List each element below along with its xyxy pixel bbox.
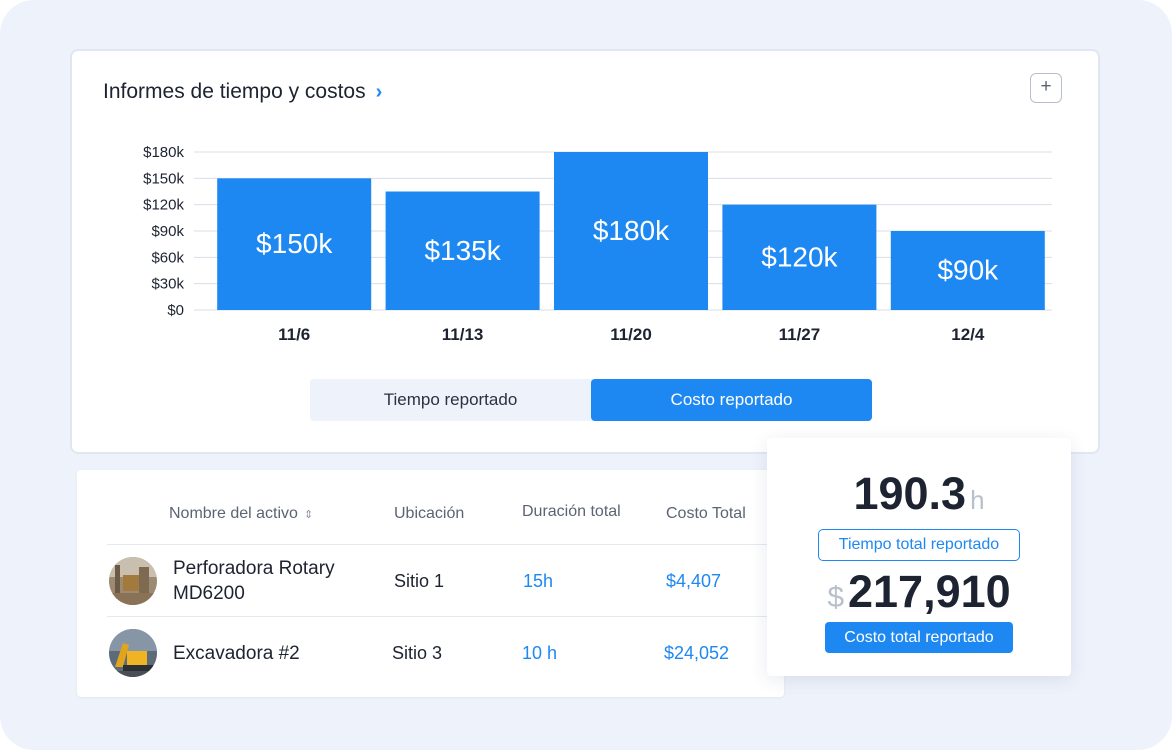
add-button[interactable]: + (1030, 73, 1062, 103)
y-tick-label: $60k (151, 249, 184, 266)
asset-location: Sitio 3 (392, 643, 443, 663)
asset-duration[interactable]: 10 h (522, 643, 558, 663)
bar-value-label: $90k (937, 255, 999, 286)
asset-name: Excavadora #2 (173, 643, 300, 664)
column-header-name-label: Nombre del activo (169, 505, 298, 522)
sort-icon[interactable]: ⇕ (303, 509, 314, 521)
column-header-duration[interactable]: Duración total (522, 503, 621, 520)
asset-avatar (109, 557, 157, 605)
total-hours-label: Tiempo total reportado (818, 529, 1020, 561)
y-tick-label: $30k (151, 276, 184, 293)
column-header-cost[interactable]: Costo Total (666, 505, 746, 522)
row-divider (107, 544, 784, 545)
cost-bar-chart: $0 $30k $60k $90k $120k $150k $180k $150k 11/6 $1… (143, 144, 1052, 344)
total-hours-value: 190.3 (853, 468, 967, 519)
bar-value-label: $150k (256, 228, 333, 259)
x-tick-label: 11/6 (278, 325, 310, 344)
y-tick-label: $180k (143, 144, 184, 161)
report-title-link[interactable]: Informes de tiempo y costos › (103, 80, 382, 104)
report-title: Informes de tiempo y costos (103, 80, 366, 103)
summary-card: 190.3 h Tiempo total reportado $217,910 C… (767, 438, 1071, 676)
bar (385, 191, 540, 310)
asset-cost[interactable]: $24,052 (664, 643, 730, 663)
currency-symbol: $ (827, 581, 844, 614)
x-tick-label: 11/13 (442, 325, 484, 344)
total-cost-value: 217,910 (848, 566, 1011, 617)
y-tick-label: $90k (151, 223, 184, 240)
tab-costo-reportado[interactable]: Costo reportado (591, 379, 872, 421)
chevron-right-icon: › (375, 80, 383, 103)
bar (217, 178, 372, 310)
asset-duration[interactable]: 15h (523, 571, 554, 591)
bar (890, 231, 1045, 310)
asset-avatar (109, 629, 157, 677)
asset-location: Sitio 1 (394, 571, 445, 591)
bar-value-label: $135k (424, 235, 501, 266)
bar (722, 204, 877, 310)
total-hours: 190.3 h (767, 468, 1071, 520)
row-divider (107, 616, 784, 617)
tab-tiempo-reportado[interactable]: Tiempo reportado (383, 390, 518, 409)
asset-cost[interactable]: $4,407 (666, 571, 722, 591)
y-tick-label: $0 (167, 302, 184, 319)
asset-name: Perforadora Rotary MD6200 (173, 558, 335, 604)
column-header-location[interactable]: Ubicación (394, 505, 465, 522)
excavator-image (109, 629, 157, 677)
time-cost-report-card: Informes de tiempo y costos › + $0 $30k $6… (70, 49, 1100, 454)
x-tick-label: 11/20 (610, 325, 652, 344)
bar-value-label: $120k (761, 241, 838, 272)
y-tick-label: $150k (143, 170, 184, 187)
bar (554, 152, 708, 310)
column-header-name[interactable]: Nombre del activo ⇕ (169, 505, 313, 523)
total-cost: $217,910 (767, 566, 1071, 618)
y-tick-label: $120k (143, 197, 184, 214)
report-type-toggle: Tiempo reportado Costo reportado (310, 379, 872, 421)
bar-value-label: $180k (593, 215, 670, 246)
total-cost-label: Costo total reportado (825, 622, 1013, 653)
x-tick-label: 12/4 (951, 325, 985, 344)
hours-unit: h (970, 485, 985, 515)
asset-table: Nombre del activo ⇕ Ubicación Duración to… (77, 470, 784, 697)
plus-icon: + (1040, 76, 1052, 97)
x-tick-label: 11/27 (779, 325, 821, 344)
drill-image (109, 557, 157, 605)
